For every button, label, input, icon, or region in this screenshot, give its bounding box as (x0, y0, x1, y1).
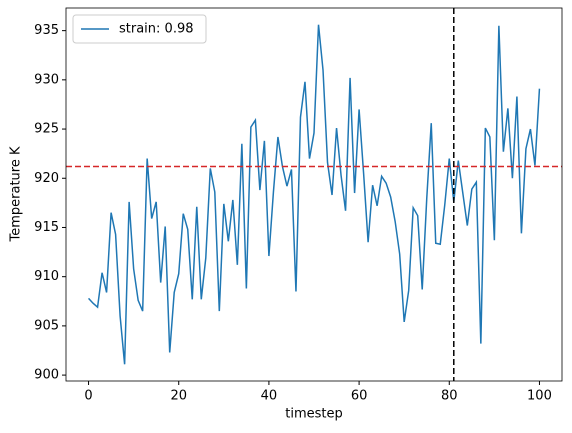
y-axis-label: Temperature K (9, 146, 24, 242)
y-tick-label: 930 (34, 72, 59, 87)
y-tick-label: 915 (34, 220, 59, 235)
y-tick-label: 900 (34, 368, 59, 383)
y-tick-label: 905 (34, 318, 59, 333)
x-tick-label: 0 (84, 389, 92, 404)
x-tick-label: 20 (170, 389, 187, 404)
x-tick-label: 40 (261, 389, 278, 404)
x-tick-label: 60 (351, 389, 368, 404)
y-tick-label: 935 (34, 23, 59, 38)
x-axis-label: timestep (285, 407, 343, 422)
y-tick-label: 925 (34, 122, 59, 137)
y-tick-label: 910 (34, 269, 59, 284)
x-tick-label: 100 (527, 389, 552, 404)
plot-frame (65, 7, 563, 382)
legend-box (72, 14, 207, 44)
y-tick-label: 920 (34, 171, 59, 186)
legend-label: strain: 0.98 (119, 22, 194, 37)
x-tick-label: 80 (441, 389, 458, 404)
data-line (87, 24, 541, 365)
